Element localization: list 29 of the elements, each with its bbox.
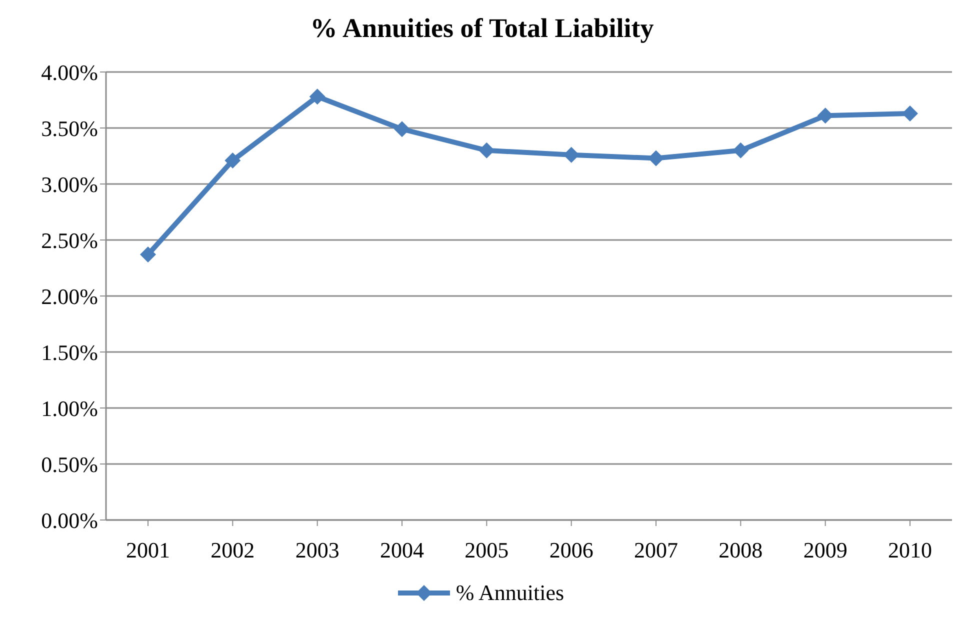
point: [394, 121, 410, 138]
x-tick-label: 2007: [634, 538, 678, 563]
y-tick-label: 2.00%: [41, 284, 98, 309]
point: [732, 142, 749, 158]
y-tick-label: 3.50%: [41, 116, 98, 141]
point: [309, 88, 326, 105]
x-tick-label: 2001: [126, 538, 170, 563]
y-tick-label: 1.00%: [41, 396, 98, 421]
point: [140, 246, 156, 263]
x-tick-label: 2009: [803, 538, 848, 563]
legend-label: % Annuities: [456, 580, 564, 606]
x-tick-label: 2008: [718, 538, 763, 563]
y-tick-label: 1.50%: [41, 340, 98, 365]
y-tick-label: 0.50%: [41, 452, 98, 477]
x-tick-label: 2006: [549, 538, 594, 563]
chart-title: % Annuities of Total Liability: [309, 12, 655, 45]
y-tick-label: 4.00%: [41, 60, 98, 85]
y-tick-label: 3.00%: [41, 172, 98, 197]
x-tick-label: 2005: [464, 538, 509, 563]
x-tick-label: 2010: [888, 538, 932, 563]
x-tick-label: 2003: [295, 538, 340, 563]
x-tick-label: 2002: [210, 538, 255, 563]
point: [478, 142, 495, 158]
point: [902, 105, 918, 122]
point: [648, 150, 664, 166]
point: [224, 152, 241, 168]
y-tick-label: 0.00%: [41, 508, 98, 533]
x-tick-label: 2004: [380, 538, 424, 563]
y-tick-label: 2.50%: [41, 228, 98, 253]
